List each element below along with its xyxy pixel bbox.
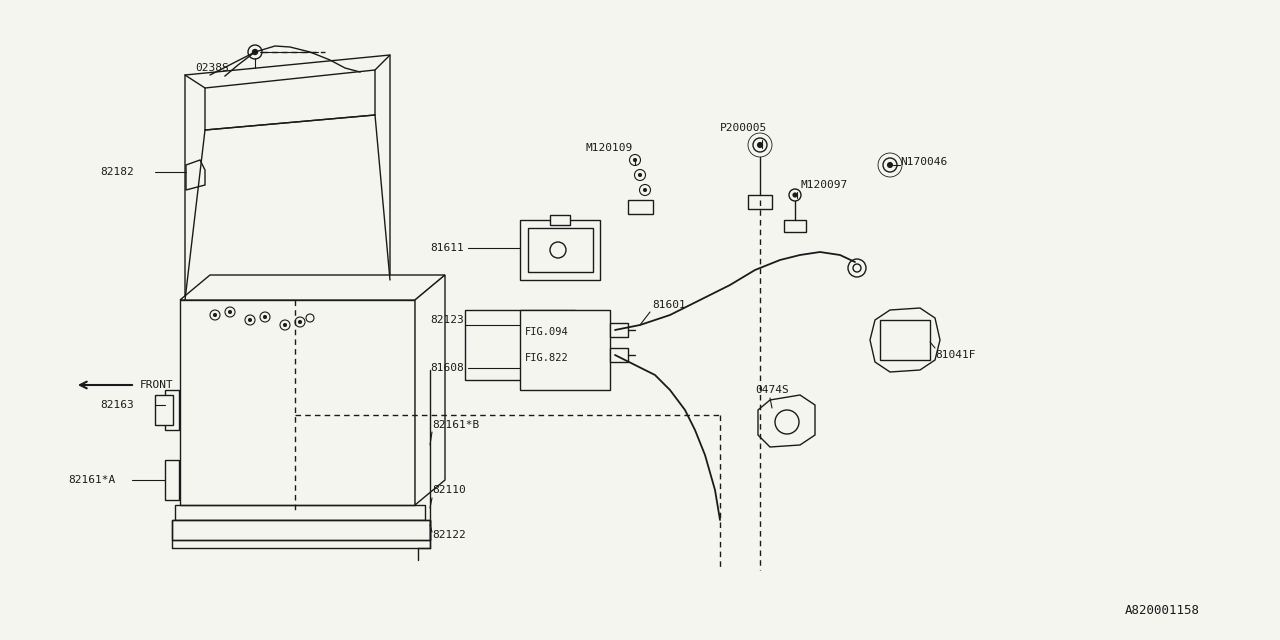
Polygon shape xyxy=(186,55,390,300)
Text: 82122: 82122 xyxy=(433,530,466,540)
Circle shape xyxy=(756,142,763,148)
Bar xyxy=(748,195,772,209)
Circle shape xyxy=(887,162,893,168)
Text: 82123: 82123 xyxy=(430,315,463,325)
Circle shape xyxy=(283,323,287,327)
Polygon shape xyxy=(180,275,445,300)
Text: A820001158: A820001158 xyxy=(1125,604,1201,616)
Circle shape xyxy=(248,318,252,322)
Bar xyxy=(785,220,806,232)
Circle shape xyxy=(643,188,646,192)
Circle shape xyxy=(298,320,302,324)
Polygon shape xyxy=(870,308,940,372)
Text: P200005: P200005 xyxy=(721,123,767,133)
Polygon shape xyxy=(186,160,205,190)
Bar xyxy=(155,395,173,425)
Bar xyxy=(520,220,600,280)
Bar xyxy=(628,200,653,214)
Bar xyxy=(165,390,179,430)
Circle shape xyxy=(792,193,797,198)
Text: FIG.094: FIG.094 xyxy=(525,327,568,337)
Text: 82161*B: 82161*B xyxy=(433,420,479,430)
Text: FIG.822: FIG.822 xyxy=(525,353,568,363)
Bar xyxy=(529,228,593,272)
Text: 0474S: 0474S xyxy=(755,385,788,395)
Text: 81608: 81608 xyxy=(430,363,463,373)
Text: 82161*A: 82161*A xyxy=(68,475,115,485)
Bar xyxy=(172,520,430,540)
Polygon shape xyxy=(172,520,430,540)
Bar xyxy=(550,215,570,225)
Bar xyxy=(465,310,575,380)
Polygon shape xyxy=(415,275,445,505)
Circle shape xyxy=(849,259,867,277)
Bar xyxy=(165,460,179,500)
Circle shape xyxy=(550,242,566,258)
Circle shape xyxy=(262,315,268,319)
Bar xyxy=(180,300,415,505)
Circle shape xyxy=(637,173,643,177)
Text: 82163: 82163 xyxy=(100,400,133,410)
Text: 81601: 81601 xyxy=(652,300,686,310)
Text: FRONT: FRONT xyxy=(140,380,174,390)
Circle shape xyxy=(774,410,799,434)
Circle shape xyxy=(852,264,861,272)
Bar xyxy=(881,320,931,360)
Polygon shape xyxy=(758,395,815,447)
Text: 81041F: 81041F xyxy=(934,350,975,360)
Bar xyxy=(520,310,611,390)
Bar xyxy=(175,505,425,520)
Text: M120097: M120097 xyxy=(800,180,847,190)
Circle shape xyxy=(252,49,257,54)
Text: N170046: N170046 xyxy=(900,157,947,167)
Polygon shape xyxy=(205,70,375,130)
Text: 82182: 82182 xyxy=(100,167,133,177)
Text: 0238S: 0238S xyxy=(195,63,229,73)
Text: 81611: 81611 xyxy=(430,243,463,253)
Text: M120109: M120109 xyxy=(585,143,632,153)
Circle shape xyxy=(228,310,232,314)
Circle shape xyxy=(212,313,218,317)
Text: 82110: 82110 xyxy=(433,485,466,495)
Bar xyxy=(611,348,628,362)
Bar xyxy=(611,323,628,337)
Circle shape xyxy=(634,158,637,162)
